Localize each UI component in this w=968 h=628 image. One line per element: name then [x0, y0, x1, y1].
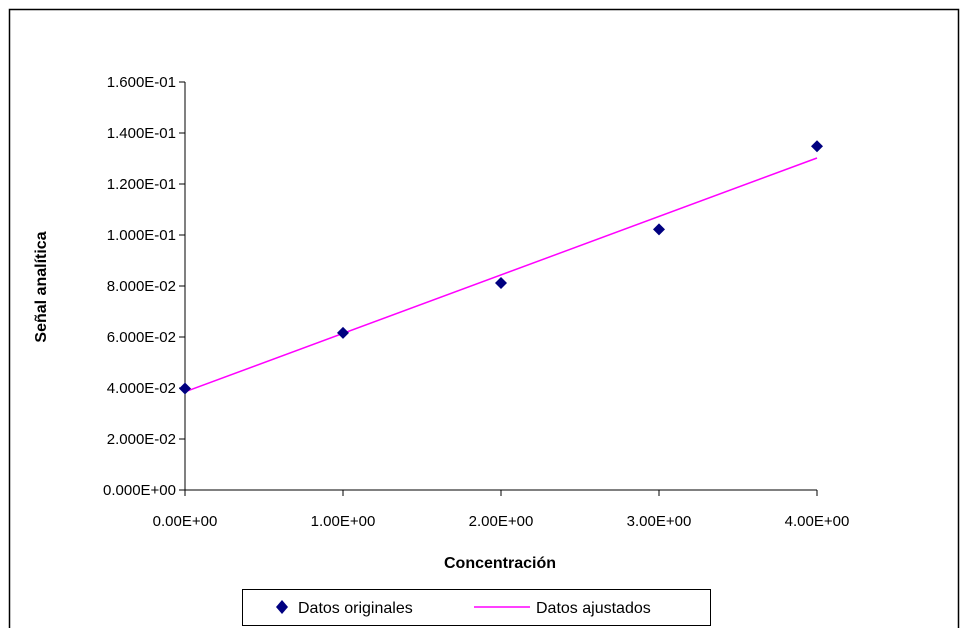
- legend-label-datos-ajustados: Datos ajustados: [536, 600, 651, 617]
- x-axis-title: Concentración: [444, 555, 556, 572]
- y-axis-title: Señal analítica: [33, 231, 50, 342]
- y-tick-label: 2.000E-02: [107, 431, 176, 448]
- y-tick-label: 1.600E-01: [107, 74, 176, 91]
- data-point: [179, 382, 191, 395]
- y-tick-label: 1.000E-01: [107, 227, 176, 244]
- x-tick-label: 3.00E+00: [627, 513, 692, 530]
- x-tick-label: 1.00E+00: [311, 513, 376, 530]
- fitted-line: [184, 157, 818, 393]
- y-tick-label: 1.400E-01: [107, 125, 176, 142]
- y-tick-label: 4.000E-02: [107, 380, 176, 397]
- x-tick-label: 0.00E+00: [153, 513, 218, 530]
- data-point: [653, 223, 665, 236]
- legend: Datos originales Datos ajustados: [242, 589, 711, 626]
- chart-border: [8, 8, 960, 628]
- x-axis-ticks: 0.00E+00 1.00E+00 2.00E+00 3.00E+00 4.00E+00: [153, 490, 850, 530]
- y-axis-ticks: 0.000E+00 2.000E-02 4.000E-02 6.000E-02 8.00…: [103, 74, 185, 499]
- data-point: [811, 140, 823, 153]
- legend-marker-datos-originales: [276, 600, 288, 614]
- x-tick-label: 4.00E+00: [785, 513, 850, 530]
- y-tick-label: 8.000E-02: [107, 278, 176, 295]
- data-points-layer: [179, 140, 823, 395]
- x-tick-label: 2.00E+00: [469, 513, 534, 530]
- legend-label-datos-originales: Datos originales: [298, 600, 413, 617]
- data-point: [495, 276, 507, 289]
- y-tick-label: 6.000E-02: [107, 329, 176, 346]
- y-tick-label: 1.200E-01: [107, 176, 176, 193]
- data-point: [337, 326, 349, 339]
- fitted-line-layer: [184, 157, 818, 393]
- y-tick-label: 0.000E+00: [103, 482, 176, 499]
